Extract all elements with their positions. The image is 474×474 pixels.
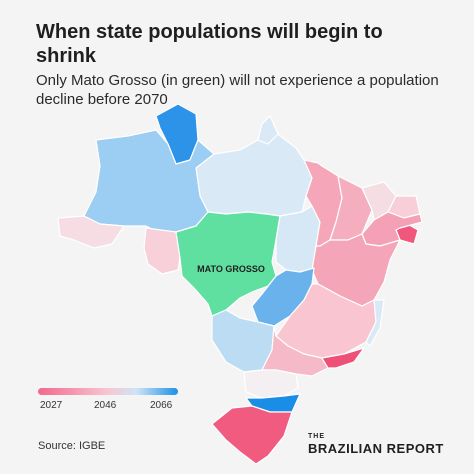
state-espirito-santo[interactable] (365, 299, 385, 347)
legend-label-max: 2066 (150, 400, 173, 411)
brand-logo: THE BRAZILIAN REPORT (308, 433, 444, 456)
source-note: Source: IGBE (38, 440, 106, 452)
mato-grosso-label: MATO GROSSO (197, 264, 265, 274)
brand-small-text: THE (308, 433, 325, 440)
state-sao-paulo[interactable] (261, 325, 329, 377)
brand-name-text: BRAZILIAN REPORT (308, 441, 444, 456)
state-acre[interactable] (57, 215, 125, 249)
legend-label-mid: 2046 (94, 400, 117, 411)
color-legend: 2027 2046 2066 (38, 388, 178, 414)
legend-gradient-bar (38, 388, 178, 395)
page-title: When state populations will begin to shr… (36, 21, 383, 67)
state-amapa[interactable] (257, 115, 279, 145)
state-rondonia[interactable] (143, 227, 181, 275)
state-para[interactable] (195, 115, 319, 217)
state-rio-grande-do-sul[interactable] (211, 405, 293, 465)
legend-label-min: 2027 (40, 400, 63, 411)
state-rio-de-janeiro[interactable] (321, 347, 365, 369)
page-subtitle: Only Mato Grosso (in green) will not exp… (36, 72, 439, 108)
state-parana[interactable] (243, 369, 299, 399)
